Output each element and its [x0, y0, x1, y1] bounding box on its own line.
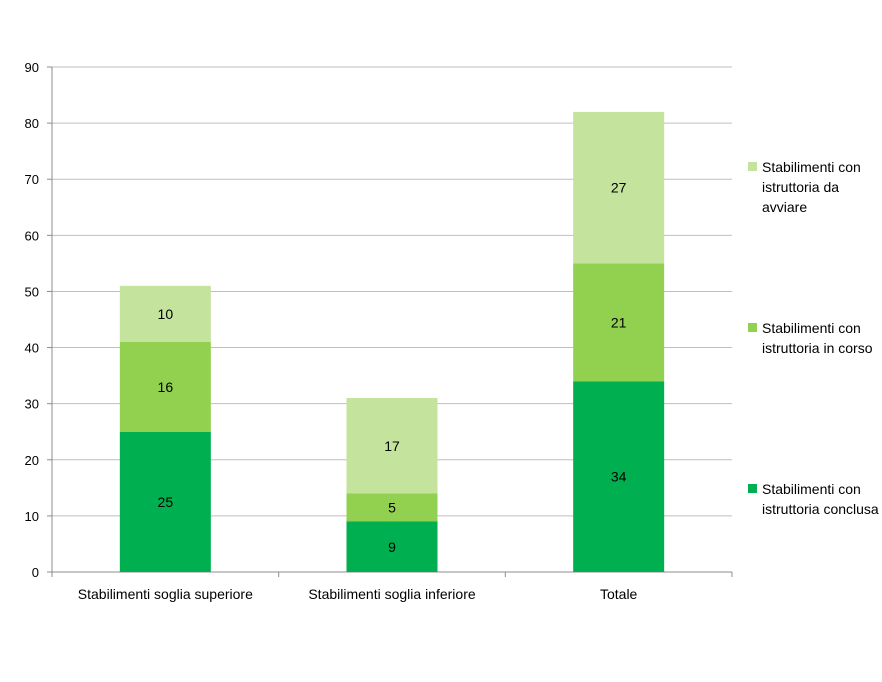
y-tick-label: 0 — [32, 565, 39, 580]
bar-segment — [573, 111, 665, 264]
data-label: 25 — [158, 494, 174, 510]
y-tick-label: 20 — [25, 453, 39, 468]
y-tick-label: 70 — [25, 172, 39, 187]
bar-segment — [573, 381, 665, 572]
x-tick-label: Stabilimenti soglia inferiore — [308, 586, 476, 602]
bar-segment — [346, 493, 438, 522]
y-tick-label: 50 — [25, 284, 39, 299]
y-tick-label: 10 — [25, 509, 39, 524]
legend-swatch — [748, 484, 757, 493]
x-tick-label: Stabilimenti soglia superiore — [78, 586, 253, 602]
bar-segment — [119, 285, 211, 342]
legend-label: Stabilimenti con istruttoria conclusa — [762, 481, 879, 517]
bar-segment — [573, 263, 665, 382]
y-tick-label: 60 — [25, 228, 39, 243]
bar-segment — [119, 431, 211, 572]
data-label: 5 — [388, 499, 396, 515]
data-label: 9 — [388, 539, 396, 555]
legend-swatch — [748, 323, 757, 332]
data-label: 27 — [611, 180, 627, 196]
data-label: 17 — [384, 438, 400, 454]
data-label: 34 — [611, 469, 627, 485]
data-label: 10 — [158, 306, 174, 322]
x-tick-label: Totale — [600, 586, 638, 602]
legend-label: Stabilimenti con istruttoria da avviare — [762, 159, 861, 215]
bar-segment — [346, 521, 438, 572]
legend-label: Stabilimenti con istruttoria in corso — [762, 320, 873, 356]
data-label: 21 — [611, 314, 627, 330]
data-labels: 25 16 10 9 5 17 34 21 27 — [158, 180, 627, 555]
bar-segment — [346, 398, 438, 494]
bars — [119, 111, 665, 572]
legend-swatch — [748, 162, 757, 171]
stacked-bar-chart: 0 10 20 30 40 50 60 70 80 90 Stabilimenti soglia s… — [25, 60, 733, 602]
y-tick-label: 80 — [25, 116, 39, 131]
bar-segment — [119, 341, 211, 432]
y-tick-label: 40 — [25, 341, 39, 356]
y-tick-label: 30 — [25, 397, 39, 412]
y-tick-label: 90 — [25, 60, 39, 75]
axes: 0 10 20 30 40 50 60 70 80 90 Stabilimenti soglia s… — [25, 60, 733, 602]
data-label: 16 — [158, 379, 174, 395]
